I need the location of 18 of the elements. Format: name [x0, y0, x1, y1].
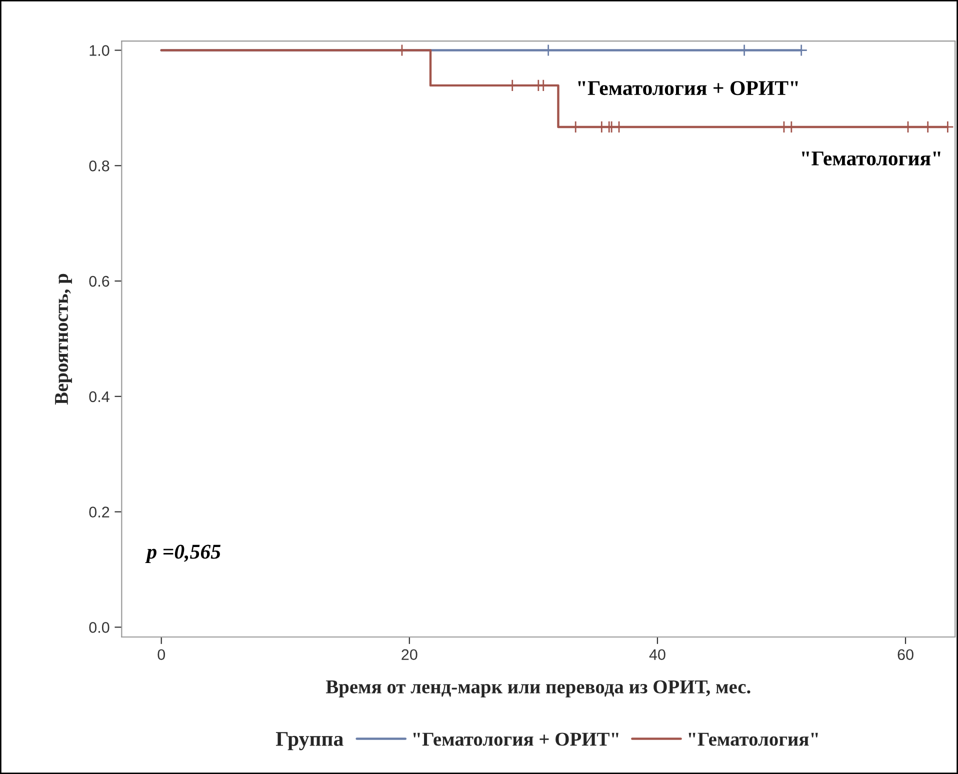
legend-title: Группа: [276, 732, 344, 750]
y-tick-label: 0.6: [89, 276, 110, 287]
annotation: "Гематология": [802, 152, 940, 166]
y-tick-label: 0.2: [89, 506, 110, 518]
y-tick-label: 1.0: [90, 45, 110, 56]
y-tick-label: 0.8: [89, 160, 110, 172]
x-tick-label: 40: [649, 649, 666, 660]
x-tick-label: 0: [158, 649, 166, 660]
y-axis-title: Вероятность, p: [55, 274, 72, 405]
x-axis-title: Время от ленд-марк или перевода из ОРИТ, мес.: [326, 680, 750, 698]
y-tick-label: 0.0: [89, 622, 110, 633]
legend-label: "Гематология + ОРИТ": [413, 732, 618, 746]
y-tick-label: 0.4: [89, 391, 110, 402]
annotation: "Гематология + ОРИТ": [578, 81, 798, 96]
legend-label: "Гематология": [688, 732, 818, 746]
x-tick-label: 60: [898, 649, 914, 660]
x-tick-label: 20: [402, 649, 418, 660]
annotation: p =0,565: [145, 544, 220, 564]
